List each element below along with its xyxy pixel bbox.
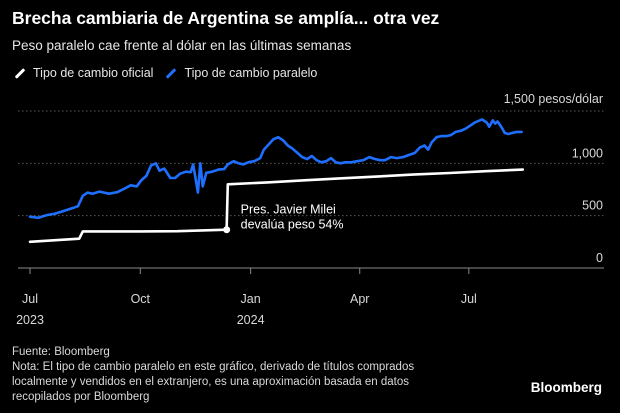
x-tick-year: 2024 [237, 313, 265, 327]
grid-layer [18, 110, 604, 269]
annotation: Pres. Javier Milei devalúa peso 54% [223, 203, 344, 234]
x-tick-label: Jul [22, 292, 38, 306]
y-tick-label: 500 [582, 199, 603, 213]
chart-title: Brecha cambiaria de Argentina se amplía.… [12, 8, 440, 28]
x-tick-label: Jan [241, 292, 261, 306]
y-tick-label: 1,000 [572, 146, 603, 160]
chart-legend: Tipo de cambio oficial Tipo de cambio pa… [14, 66, 329, 80]
chart-footer: Fuente: Bloomberg Nota: El tipo de cambi… [12, 345, 452, 405]
x-tick-label: Oct [131, 292, 151, 306]
x-tick-label: Jul [461, 292, 477, 306]
series-line-official [28, 168, 525, 244]
annotation-marker [223, 226, 231, 234]
series-layer [28, 118, 525, 244]
y-unit-label: 1,500 pesos/dólar [504, 92, 603, 106]
annotation-line-1: Pres. Javier Milei [241, 203, 336, 217]
y-tick-label: 0 [596, 251, 603, 265]
x-tick-year: 2023 [16, 313, 44, 327]
legend-label-official: Tipo de cambio oficial [33, 66, 154, 80]
y-tick-labels: 0 500 1,000 [572, 146, 603, 265]
x-axis: Jul 2023 Oct Jan 2024 Apr Jul [16, 268, 477, 327]
legend-item-parallel: Tipo de cambio paralelo [165, 66, 317, 80]
source-note: Fuente: Bloomberg [12, 346, 110, 358]
series-line-parallel [28, 118, 523, 220]
chart-subtitle: Peso paralelo cae frente al dólar en las… [12, 38, 352, 53]
x-tick-label: Apr [350, 292, 369, 306]
legend-label-parallel: Tipo de cambio paralelo [184, 66, 318, 80]
line-chart: 0 500 1,000 1,500 pesos/dólar Jul 2023 Oct Ja… [16, 92, 604, 327]
annotation-line-2: devalúa peso 54% [241, 218, 344, 232]
bloomberg-logo: Bloomberg [530, 380, 602, 395]
methodology-note: Nota: El tipo de cambio paralelo en este… [12, 361, 415, 403]
legend-item-official: Tipo de cambio oficial [14, 66, 153, 80]
